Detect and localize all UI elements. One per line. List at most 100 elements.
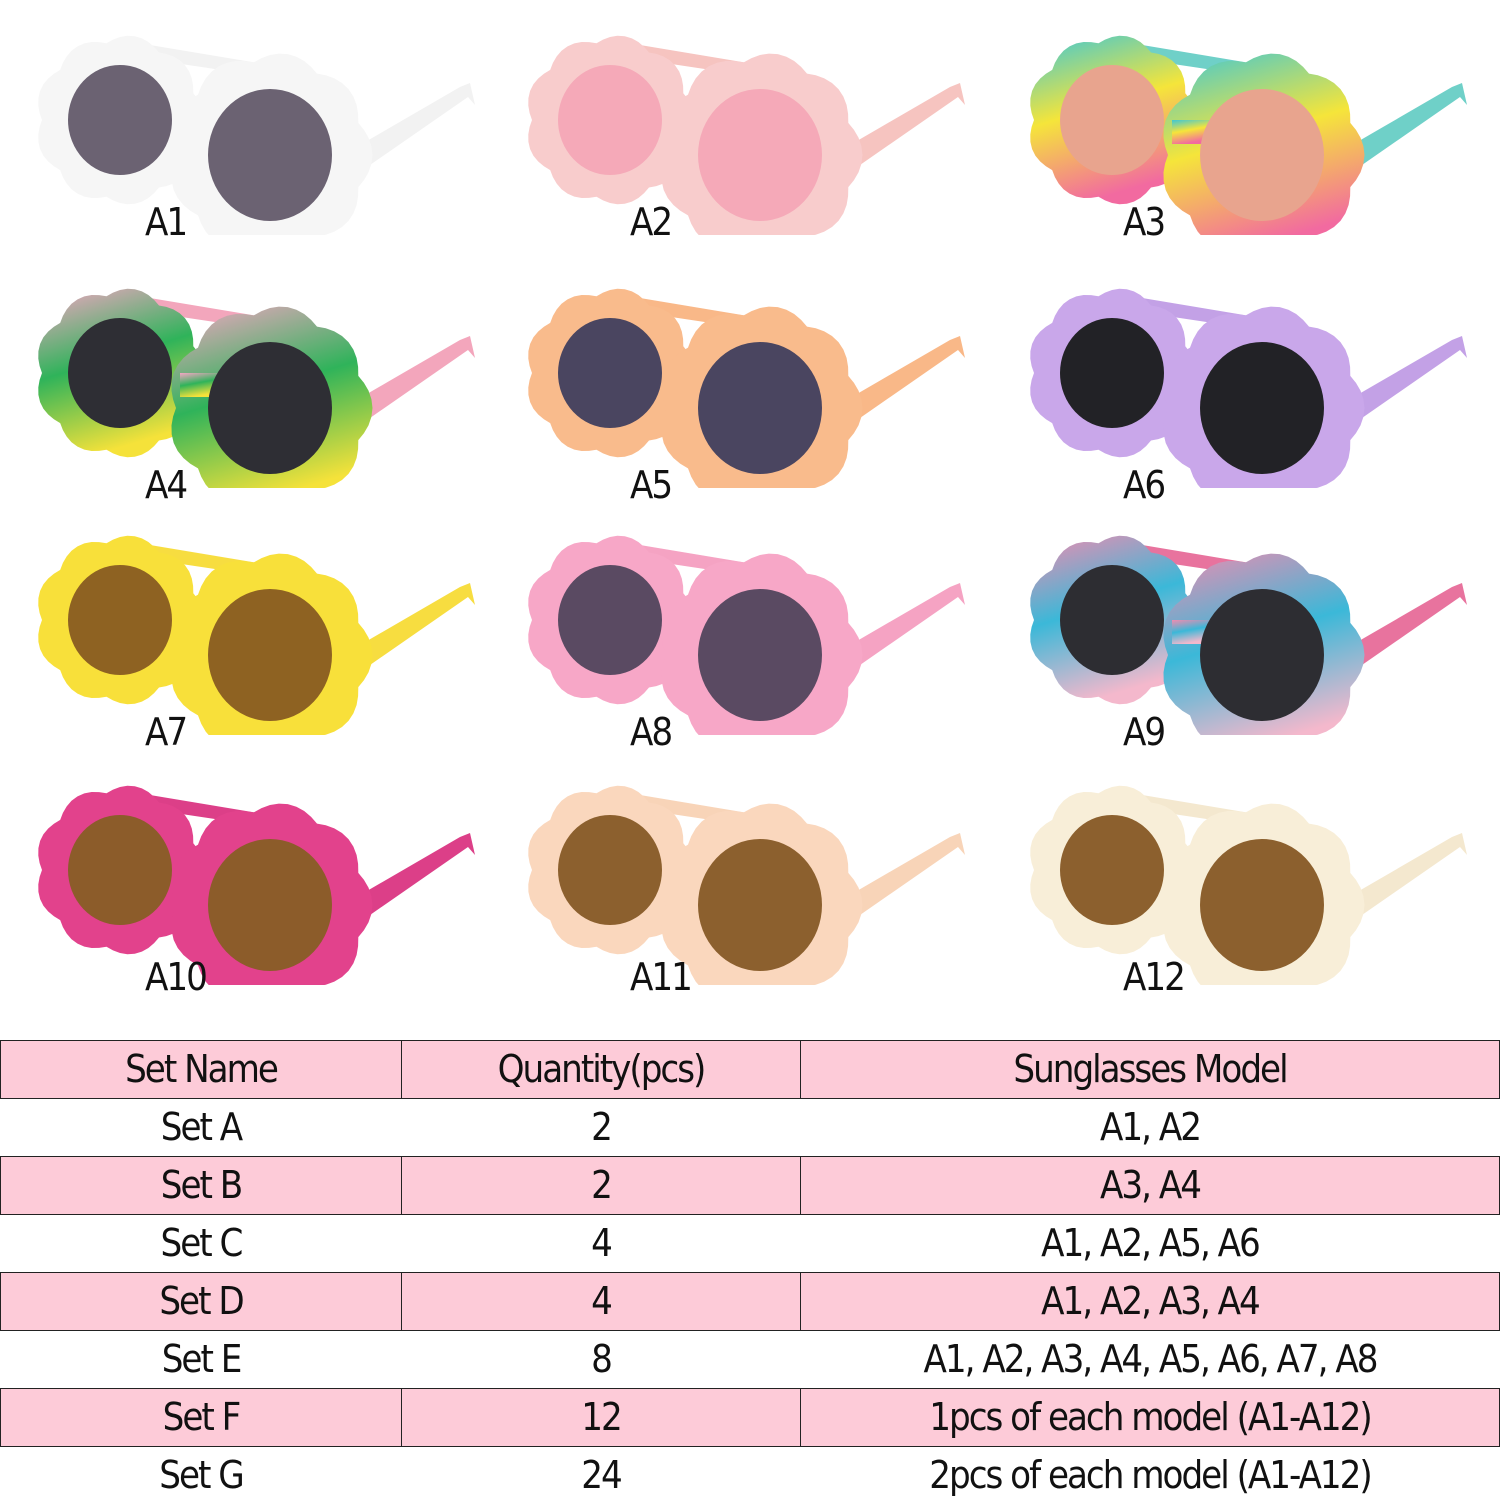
model-cell: 2pcs of each model (A1-A12) xyxy=(800,1446,1500,1500)
model-cell: A1, A2, A3, A4 xyxy=(800,1272,1500,1331)
model-label: A12 xyxy=(1123,955,1186,999)
header-set-name: Set Name xyxy=(0,1040,402,1099)
right-lens xyxy=(208,839,332,971)
sunglasses-a4 xyxy=(38,288,475,488)
left-lens xyxy=(68,318,172,428)
header-quantity: Quantity(pcs) xyxy=(401,1040,801,1099)
temple-arm xyxy=(360,336,475,418)
model-label: A3 xyxy=(1123,200,1166,244)
set-name-cell: Set C xyxy=(0,1214,402,1273)
temple-arm xyxy=(1352,336,1467,418)
left-lens xyxy=(1060,318,1164,428)
product-a1: A1 xyxy=(30,25,510,275)
product-a3: A3 xyxy=(1022,25,1500,275)
product-a9: A9 xyxy=(1022,525,1500,775)
right-lens xyxy=(208,589,332,721)
right-lens xyxy=(1200,342,1324,474)
quantity-cell: 24 xyxy=(401,1446,801,1500)
set-name-cell: Set B xyxy=(0,1156,402,1215)
left-lens xyxy=(1060,565,1164,675)
table-header-row: Set Name Quantity(pcs) Sunglasses Model xyxy=(0,1040,1500,1099)
product-a10: A10 xyxy=(30,775,510,1025)
model-label: A1 xyxy=(145,200,188,244)
model-cell: A3, A4 xyxy=(800,1156,1500,1215)
left-lens xyxy=(1060,65,1164,175)
model-label: A11 xyxy=(630,955,693,999)
right-lens xyxy=(1200,589,1324,721)
model-label: A7 xyxy=(145,710,188,754)
temple-arm xyxy=(850,833,965,915)
sunglasses-a6 xyxy=(1030,288,1467,488)
model-cell: 1pcs of each model (A1-A12) xyxy=(800,1388,1500,1447)
left-lens xyxy=(1060,815,1164,925)
left-lens xyxy=(68,65,172,175)
sunglasses-a2 xyxy=(528,35,965,235)
left-lens xyxy=(558,815,662,925)
sunglasses-a1 xyxy=(38,35,475,235)
left-lens xyxy=(558,318,662,428)
product-a8: A8 xyxy=(520,525,1000,775)
sunglasses-a11 xyxy=(528,785,965,985)
set-name-cell: Set D xyxy=(0,1272,402,1331)
sunglasses-a9 xyxy=(1030,535,1467,735)
model-cell: A1, A2, A5, A6 xyxy=(800,1214,1500,1273)
quantity-cell: 2 xyxy=(401,1098,801,1157)
temple-arm xyxy=(850,583,965,665)
set-name-cell: Set G xyxy=(0,1446,402,1500)
table-row: Set A 2 A1, A2 xyxy=(0,1098,1500,1157)
temple-arm xyxy=(850,336,965,418)
product-a4: A4 xyxy=(30,278,510,528)
right-lens xyxy=(698,342,822,474)
sunglasses-a12 xyxy=(1030,785,1467,985)
right-lens xyxy=(698,839,822,971)
model-label: A8 xyxy=(630,710,673,754)
temple-arm xyxy=(360,83,475,165)
quantity-cell: 8 xyxy=(401,1330,801,1389)
right-lens xyxy=(698,89,822,221)
left-lens xyxy=(558,565,662,675)
model-label: A2 xyxy=(630,200,673,244)
product-a6: A6 xyxy=(1022,278,1500,528)
model-label: A10 xyxy=(145,955,208,999)
model-label: A4 xyxy=(145,463,188,507)
sunglasses-a5 xyxy=(528,288,965,488)
right-lens xyxy=(208,89,332,221)
product-a12: A12 xyxy=(1022,775,1500,1025)
quantity-cell: 2 xyxy=(401,1156,801,1215)
right-lens xyxy=(1200,89,1324,221)
table-row: Set C 4 A1, A2, A5, A6 xyxy=(0,1214,1500,1273)
sunglasses-a8 xyxy=(528,535,965,735)
model-cell: A1, A2 xyxy=(800,1098,1500,1157)
table-row: Set G 24 2pcs of each model (A1-A12) xyxy=(0,1446,1500,1500)
product-a7: A7 xyxy=(30,525,510,775)
model-cell: A1, A2, A3, A4, A5, A6, A7, A8 xyxy=(800,1330,1500,1389)
product-a11: A11 xyxy=(520,775,1000,1025)
model-label: A5 xyxy=(630,463,673,507)
temple-arm xyxy=(1352,83,1467,165)
sunglasses-a7 xyxy=(38,535,475,735)
set-name-cell: Set E xyxy=(0,1330,402,1389)
model-label: A6 xyxy=(1123,463,1166,507)
right-lens xyxy=(208,342,332,474)
set-name-cell: Set F xyxy=(0,1388,402,1447)
left-lens xyxy=(68,565,172,675)
right-lens xyxy=(698,589,822,721)
temple-arm xyxy=(1352,833,1467,915)
sunglasses-a3 xyxy=(1030,35,1467,235)
quantity-cell: 12 xyxy=(401,1388,801,1447)
set-name-cell: Set A xyxy=(0,1098,402,1157)
table-row: Set F 12 1pcs of each model (A1-A12) xyxy=(0,1388,1500,1447)
quantity-cell: 4 xyxy=(401,1214,801,1273)
left-lens xyxy=(558,65,662,175)
right-lens xyxy=(1200,839,1324,971)
table-row: Set D 4 A1, A2, A3, A4 xyxy=(0,1272,1500,1331)
table-row: Set E 8 A1, A2, A3, A4, A5, A6, A7, A8 xyxy=(0,1330,1500,1389)
quantity-cell: 4 xyxy=(401,1272,801,1331)
left-lens xyxy=(68,815,172,925)
temple-arm xyxy=(850,83,965,165)
table-row: Set B 2 A3, A4 xyxy=(0,1156,1500,1215)
set-table: Set Name Quantity(pcs) Sunglasses Model … xyxy=(0,1040,1500,1500)
sunglasses-a10 xyxy=(38,785,475,985)
temple-arm xyxy=(1352,583,1467,665)
